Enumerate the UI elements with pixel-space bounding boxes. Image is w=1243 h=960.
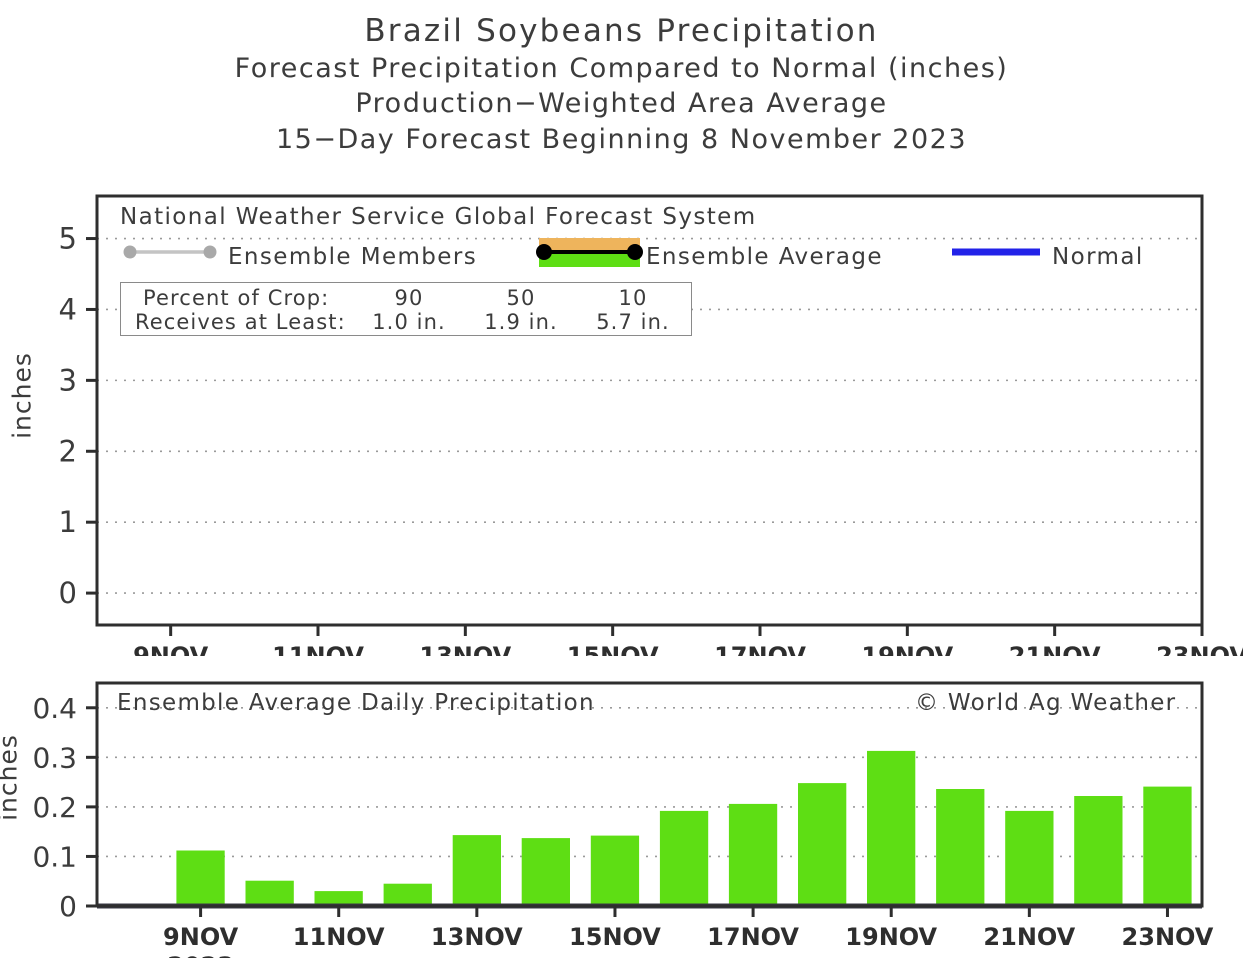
legend-average-swatch-green (539, 254, 640, 267)
legend-member-dot-right (203, 245, 217, 259)
daily-precip-bar (1074, 796, 1123, 906)
top-plot-frame (95, 194, 1204, 627)
top-y-tick-label: 2 (59, 434, 77, 468)
cumulative-precipitation-chart: inches 0 1 2 3 4 5 9NOV 11NOV 13NOV 15NOV 17NOV 19N… (0, 186, 1243, 656)
top-y-tick-label: 0 (59, 576, 77, 610)
crop-row1-col1: 90 (394, 286, 424, 310)
top-x-tick-label: 13NOV (419, 642, 511, 656)
crop-row1-col3: 10 (618, 286, 648, 310)
legend-average-dot-right (627, 244, 643, 260)
top-x-tick-label: 17NOV (714, 642, 806, 656)
daily-precip-bar (383, 883, 432, 906)
bottom-x-tick-label: 17NOV (707, 923, 799, 951)
daily-precip-bar (936, 789, 985, 906)
crop-row1-col2: 50 (506, 286, 536, 310)
bottom-chart-canvas: 0 0.1 0.2 0.3 0.4 9NOV 11NOV 13NOV 15NOV 17NOV 19N… (32, 681, 1214, 958)
daily-precip-bar (798, 783, 847, 906)
page-subtitle-3: 15−Day Forecast Beginning 8 November 202… (275, 124, 968, 155)
daily-precip-bar (1143, 786, 1192, 906)
legend-ensemble-average-label: Ensemble Average (646, 244, 883, 270)
top-x-tick-label: 9NOV (133, 642, 209, 656)
legend-ensemble-members-label: Ensemble Members (228, 244, 478, 270)
daily-precip-bar (176, 850, 225, 906)
page-subtitle-2: Production−Weighted Area Average (355, 88, 888, 120)
daily-precip-bar (245, 880, 294, 906)
daily-precip-bar (1005, 810, 1054, 906)
crop-row2-col2: 1.9 in. (484, 310, 558, 334)
legend-member-dot-left (123, 245, 137, 259)
daily-precip-bar (728, 803, 778, 906)
bottom-x-tick-label: 9NOV (163, 923, 239, 951)
bottom-y-tick-label: 0 (59, 890, 77, 923)
percent-of-crop-box: Percent of Crop: 90 50 10 Receives at Le… (120, 282, 692, 336)
bottom-x-tick-label: 21NOV (983, 923, 1075, 951)
daily-precip-bar (590, 835, 640, 906)
bottom-x-tick-label: 23NOV (1122, 923, 1214, 951)
crop-row1-label: Percent of Crop: (143, 286, 330, 310)
bottom-y-tick-label: 0.1 (32, 840, 77, 873)
bottom-y-tick-label: 0.2 (32, 791, 77, 824)
bottom-x-axis-year-label: 2023 (167, 952, 234, 958)
top-y-tick-label: 1 (59, 505, 77, 539)
crop-row2-col3: 5.7 in. (596, 310, 670, 334)
bottom-x-tick-label: 15NOV (569, 923, 661, 951)
legend-average-dot-left (536, 244, 552, 260)
daily-precip-bar (314, 891, 363, 906)
crop-row2-col1: 1.0 in. (372, 310, 446, 334)
top-x-tick-label: 15NOV (567, 642, 659, 656)
daily-precip-bar (659, 810, 709, 906)
daily-precip-bar (521, 838, 570, 906)
daily-precipitation-chart: inches 0 0.1 0.2 0.3 0.4 9NOV 11NOV 13NOV 15NOV 1… (0, 678, 1243, 958)
daily-precip-bar (867, 750, 916, 906)
top-chart-y-axis-label: inches (7, 352, 37, 439)
copyright-label: © World Ag Weather (915, 690, 1177, 716)
top-y-tick-label: 4 (59, 292, 77, 326)
bottom-chart-y-axis-label: inches (0, 734, 23, 821)
top-x-tick-label: 23NOV (1156, 642, 1243, 656)
top-chart-canvas: 0 1 2 3 4 5 9NOV 11NOV 13NOV 15NOV 17NOV 19NOV 21NOV… (59, 194, 1243, 656)
legend-average-swatch-orange (539, 238, 640, 250)
bottom-x-tick-label: 11NOV (293, 923, 385, 951)
bottom-y-tick-label: 0.4 (32, 692, 77, 725)
page-header: Brazil Soybeans Precipitation Forecast P… (0, 0, 1243, 158)
top-y-tick-label: 5 (59, 222, 77, 256)
bottom-chart-title: Ensemble Average Daily Precipitation (117, 690, 595, 716)
page-subtitle-1: Forecast Precipitation Compared to Norma… (234, 52, 1009, 84)
top-x-tick-label: 19NOV (861, 642, 953, 656)
top-y-tick-label: 3 (59, 363, 77, 397)
page-title: Brazil Soybeans Precipitation (364, 13, 879, 49)
bottom-x-tick-label: 19NOV (845, 923, 937, 951)
daily-precip-bar (452, 835, 501, 906)
crop-row2-label: Receives at Least: (135, 310, 346, 334)
bottom-x-tick-label: 13NOV (431, 923, 523, 951)
bottom-plot-frame (95, 681, 1204, 908)
legend-normal-label: Normal (1052, 244, 1144, 270)
top-x-tick-label: 21NOV (1009, 642, 1101, 656)
top-x-tick-label: 11NOV (272, 642, 364, 656)
bottom-y-tick-label: 0.3 (32, 741, 77, 774)
legend-source-label: National Weather Service Global Forecast… (120, 204, 757, 230)
